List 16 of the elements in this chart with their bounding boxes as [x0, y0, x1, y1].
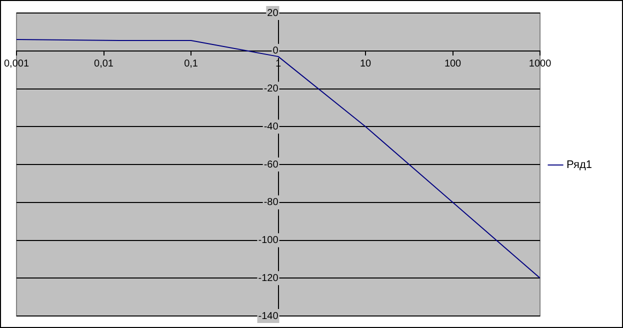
y-tick-label: -140: [258, 310, 279, 322]
y-tick-label: -20: [264, 84, 279, 94]
y-tick-label: 0: [272, 46, 279, 57]
y-tick-label: -40: [264, 121, 279, 132]
y-tick-label: -60: [264, 159, 279, 170]
x-tick-label: 100: [444, 58, 462, 70]
x-tick-label: 0,1: [184, 58, 198, 70]
x-tick-label: 0,001: [4, 58, 30, 70]
y-tick-label: -100: [258, 235, 279, 246]
x-tick-label: 1000: [528, 58, 552, 70]
y-tick-label: 20: [267, 8, 279, 19]
y-tick-label: -120: [258, 272, 279, 284]
x-tick-label: 10: [360, 58, 372, 70]
legend-label: Ряд1: [566, 159, 592, 172]
x-tick-label: 0,01: [94, 58, 114, 70]
y-tick-label: -80: [264, 197, 279, 208]
